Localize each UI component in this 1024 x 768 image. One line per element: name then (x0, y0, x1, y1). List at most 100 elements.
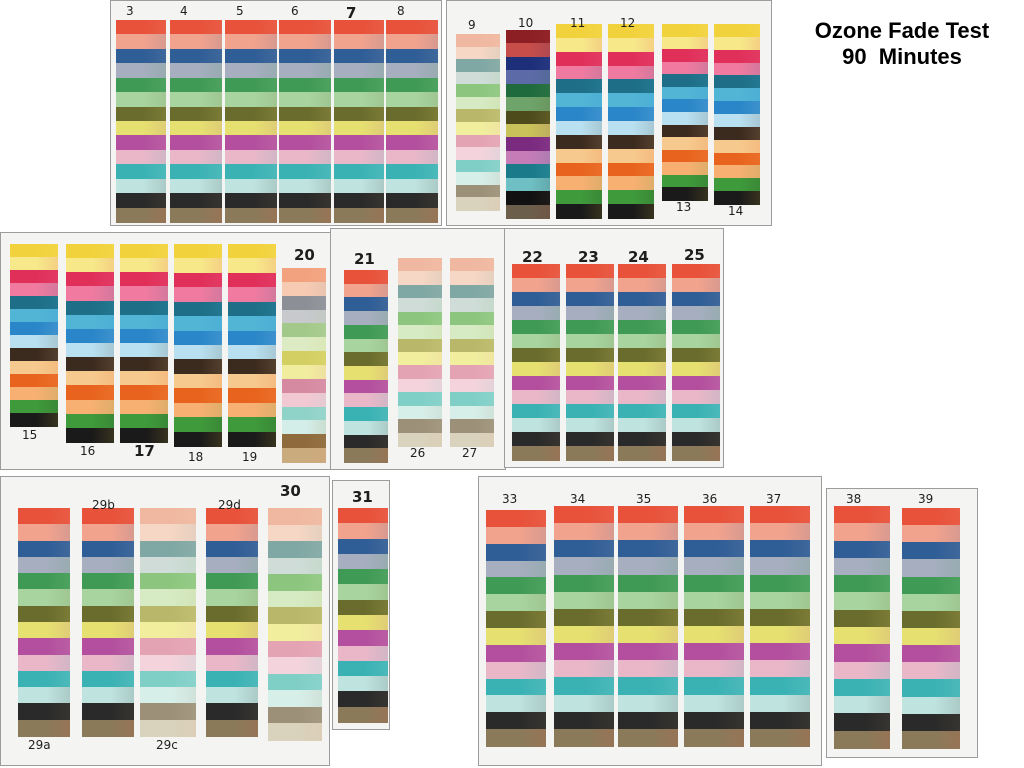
test-strip-5 (225, 20, 277, 223)
color-patch (268, 557, 322, 575)
color-patch (486, 695, 546, 713)
color-patch (66, 328, 114, 344)
color-patch (566, 432, 614, 447)
color-patch (344, 434, 388, 449)
color-patch (338, 508, 388, 524)
color-patch (486, 510, 546, 528)
color-patch (556, 121, 602, 136)
color-patch (140, 719, 196, 737)
color-patch (228, 345, 276, 361)
strip-label-27: 27 (462, 446, 478, 460)
strip-label-31: 31 (352, 488, 373, 506)
color-patch (10, 348, 58, 362)
color-patch (902, 576, 960, 595)
color-patch (398, 392, 442, 407)
color-patch (140, 687, 196, 705)
color-patch (398, 378, 442, 393)
color-patch (486, 661, 546, 680)
color-patch (672, 334, 720, 349)
color-patch (566, 418, 614, 433)
test-strip-26 (398, 258, 442, 447)
color-patch (398, 325, 442, 340)
color-patch (66, 399, 114, 415)
color-patch (608, 93, 654, 108)
test-strip-19 (228, 244, 276, 447)
color-patch (618, 446, 666, 461)
color-patch (228, 359, 276, 375)
color-patch (66, 314, 114, 330)
color-patch (618, 404, 666, 419)
color-patch (486, 644, 546, 663)
color-patch (486, 712, 546, 730)
color-patch (18, 687, 70, 705)
color-patch (662, 49, 708, 63)
color-patch (82, 622, 134, 639)
color-patch (344, 379, 388, 395)
color-patch (338, 599, 388, 616)
color-patch (279, 121, 331, 137)
color-patch (618, 376, 666, 391)
color-patch (344, 311, 388, 326)
color-patch (344, 297, 388, 312)
color-patch (268, 657, 322, 675)
color-patch (10, 335, 58, 349)
color-patch (450, 338, 494, 353)
color-patch (268, 723, 322, 741)
color-patch (10, 413, 58, 427)
color-patch (228, 244, 276, 260)
color-patch (225, 121, 277, 137)
color-patch (512, 334, 560, 349)
color-patch (556, 190, 602, 205)
color-patch (279, 48, 331, 64)
color-patch (338, 676, 388, 693)
color-patch (338, 660, 388, 677)
color-patch (174, 388, 222, 404)
color-patch (684, 574, 744, 593)
color-patch (902, 730, 960, 749)
color-patch (18, 556, 70, 574)
title-line-2: 90 Minutes (842, 44, 962, 69)
color-patch (902, 679, 960, 698)
color-patch (206, 638, 258, 656)
color-patch (338, 630, 388, 647)
strip-label-23: 23 (578, 248, 599, 266)
color-patch (334, 164, 384, 180)
color-patch (714, 126, 760, 141)
color-patch (902, 559, 960, 578)
color-patch (398, 338, 442, 353)
color-patch (386, 77, 438, 93)
color-patch (556, 176, 602, 191)
color-patch (450, 284, 494, 299)
color-patch (18, 540, 70, 558)
test-strip-24 (618, 264, 666, 461)
color-patch (174, 272, 222, 288)
color-patch (206, 605, 258, 623)
test-strip-13 (662, 24, 708, 201)
color-patch (750, 711, 810, 730)
color-patch (206, 589, 258, 607)
strip-label-9: 9 (468, 18, 476, 32)
strip-label-35: 35 (636, 492, 652, 506)
color-patch (170, 178, 222, 194)
color-patch (279, 164, 331, 180)
color-patch (714, 114, 760, 128)
strip-label-3: 3 (126, 4, 134, 18)
color-patch (18, 670, 70, 688)
color-patch (10, 361, 58, 375)
color-patch (512, 404, 560, 419)
color-patch (608, 176, 654, 191)
color-patch (140, 540, 196, 558)
color-patch (506, 56, 550, 71)
strip-label-5: 5 (236, 4, 244, 18)
color-patch (10, 400, 58, 414)
test-strip-6 (279, 20, 331, 223)
color-patch (282, 309, 326, 325)
color-patch (334, 135, 384, 151)
color-patch (338, 538, 388, 555)
color-patch (618, 694, 678, 713)
color-patch (82, 703, 134, 721)
color-patch (334, 121, 384, 137)
color-patch (206, 524, 258, 542)
color-patch (398, 432, 442, 447)
color-patch (279, 63, 331, 79)
